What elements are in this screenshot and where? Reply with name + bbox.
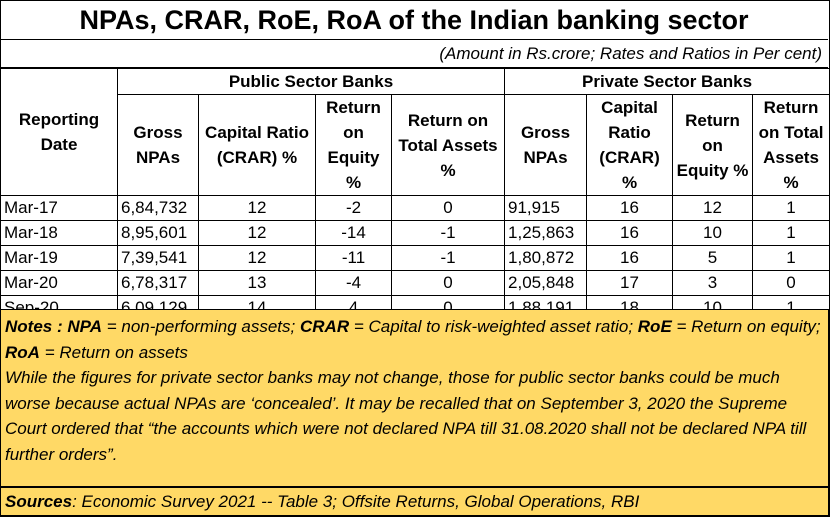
cell-date: Mar-18 (0, 220, 118, 246)
table-row: Mar-20 6,78,317 13 -4 0 2,05,848 17 3 0 (0, 270, 830, 296)
cell-date: Mar-19 (0, 245, 118, 271)
cell-pvt-roa: 1 (752, 245, 830, 271)
cell-pvt-roe: 5 (672, 245, 754, 271)
table-row: Mar-18 8,95,601 12 -14 -1 1,25,863 16 10… (0, 220, 830, 246)
def-term-roa: RoA (5, 342, 40, 362)
cell-pub-crar: 13 (198, 270, 316, 296)
cell-pub-roa: -1 (390, 245, 506, 271)
cell-pub-roe: -11 (315, 245, 392, 271)
header-pvt-crar: Capital Ratio (CRAR) % (586, 94, 674, 196)
cell-pvt-roe: 12 (672, 195, 754, 221)
sources-text: : Economic Survey 2021 -- Table 3; Offsi… (72, 492, 640, 511)
data-table: Reporting Date Public Sector Banks Priva… (0, 68, 830, 321)
cell-pub-roe: -4 (315, 270, 392, 296)
cell-pub-gross-npas: 6,84,732 (117, 195, 199, 221)
header-public-sector: Public Sector Banks (116, 68, 506, 95)
page-title: NPAs, CRAR, RoE, RoA of the Indian banki… (0, 0, 828, 40)
cell-pvt-gross-npas: 91,915 (504, 195, 588, 221)
cell-pvt-crar: 16 (586, 245, 674, 271)
notes-box: Notes : NPA = non-performing assets; CRA… (0, 309, 829, 487)
cell-date: Mar-20 (0, 270, 118, 296)
header-pub-roe: Return on Equity % (315, 94, 392, 196)
def-term-npa: NPA (67, 317, 102, 336)
header-pvt-gross-npas: Gross NPAs (504, 94, 588, 196)
cell-pvt-roa: 0 (752, 270, 830, 296)
cell-pub-crar: 12 (198, 245, 316, 271)
header-pvt-roe: Return on Equity % (672, 94, 754, 196)
def-text-npa: = non-performing assets; (106, 317, 296, 336)
def-text-crar: = Capital to risk-weighted asset ratio; (353, 317, 634, 336)
cell-pvt-roe: 10 (672, 220, 754, 246)
cell-pvt-roe: 3 (672, 270, 754, 296)
sources-label: Sources (5, 492, 73, 511)
def-text-roe: = Return on equity; (676, 317, 821, 336)
cell-pub-roa: -1 (390, 220, 506, 246)
sources-box: Sources: Economic Survey 2021 -- Table 3… (0, 487, 829, 516)
header-pub-gross-npas: Gross NPAs (117, 94, 199, 196)
cell-pub-crar: 12 (198, 220, 316, 246)
cell-pub-gross-npas: 7,39,541 (117, 245, 199, 271)
notes-text: While the figures for private sector ban… (5, 368, 807, 464)
header-pub-roa: Return on Total Assets % (390, 94, 506, 196)
cell-pub-roe: -14 (315, 220, 392, 246)
header-pub-crar: Capital Ratio (CRAR) % (198, 94, 316, 196)
header-reporting-date: Reporting Date (0, 68, 118, 196)
cell-pvt-roa: 1 (752, 220, 830, 246)
header-pvt-roa: Return on Total Assets % (752, 94, 830, 196)
cell-pub-gross-npas: 6,78,317 (117, 270, 199, 296)
cell-pub-roa: 0 (390, 195, 506, 221)
cell-pvt-crar: 16 (586, 195, 674, 221)
table-row: Mar-19 7,39,541 12 -11 -1 1,80,872 16 5 … (0, 245, 830, 271)
cell-pub-crar: 12 (198, 195, 316, 221)
notes-label: Notes : (5, 317, 63, 336)
cell-pvt-gross-npas: 1,80,872 (504, 245, 588, 271)
def-text-roa: = Return on assets (44, 342, 188, 362)
units-note: (Amount in Rs.crore; Rates and Ratios in… (0, 40, 828, 68)
cell-pub-roa: 0 (390, 270, 506, 296)
header-private-sector: Private Sector Banks (504, 68, 830, 95)
cell-pvt-crar: 16 (586, 220, 674, 246)
cell-pub-gross-npas: 8,95,601 (117, 220, 199, 246)
cell-date: Mar-17 (0, 195, 118, 221)
cell-pvt-crar: 17 (586, 270, 674, 296)
table-row: Mar-17 6,84,732 12 -2 0 91,915 16 12 1 (0, 195, 830, 221)
cell-pub-roe: -2 (315, 195, 392, 221)
cell-pvt-roa: 1 (752, 195, 830, 221)
def-term-roe: RoE (637, 317, 672, 336)
cell-pvt-gross-npas: 2,05,848 (504, 270, 588, 296)
def-term-crar: CRAR (299, 317, 350, 336)
cell-pvt-gross-npas: 1,25,863 (504, 220, 588, 246)
